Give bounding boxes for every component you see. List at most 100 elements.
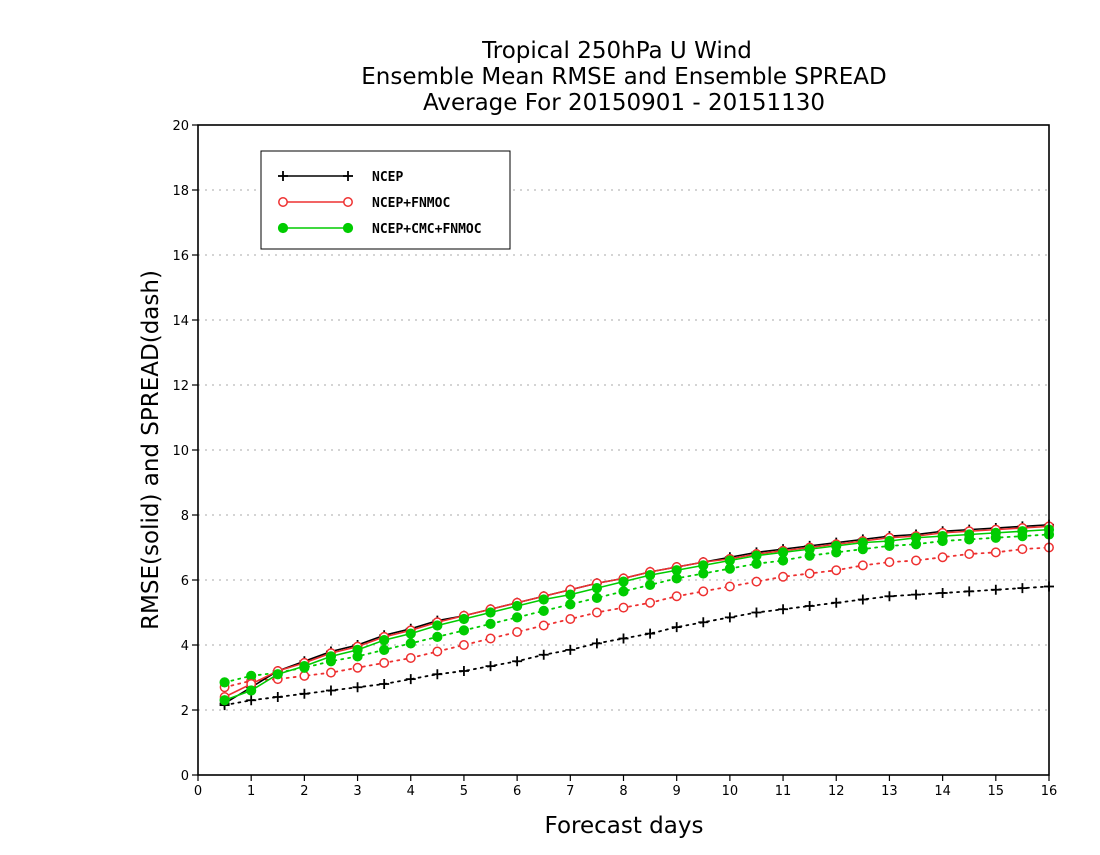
- x-tick-label-0: 0: [194, 784, 202, 799]
- spread-point-ncep-12: [538, 649, 549, 660]
- spread-point-ncep-fnmoc-3: [299, 670, 310, 681]
- spread-point-ncep-29: [990, 584, 1001, 595]
- y-tick-label-10: 10: [172, 444, 189, 459]
- spread-point-ncep-fnmoc-8: [432, 646, 443, 657]
- spread-point-ncep-fnmoc-26: [911, 555, 921, 566]
- y-tick-label-4: 4: [181, 639, 189, 654]
- spread-point-ncep-fnmoc-7: [405, 653, 416, 663]
- x-tick-label-14: 14: [934, 784, 951, 799]
- rmse-point-ncep-cmc-fnmoc-29: [990, 527, 1001, 538]
- rmse-point-ncep-cmc-fnmoc-3: [299, 661, 310, 672]
- rmse-point-ncep-cmc-fnmoc-21: [777, 547, 789, 558]
- x-tick-label-1: 1: [247, 784, 255, 799]
- series-ncep-spread: [219, 581, 1054, 711]
- x-tick-label-15: 15: [988, 784, 1005, 799]
- spread-point-ncep-cmc-fnmoc-6: [379, 644, 390, 655]
- chart-title-line-1: Tropical 250hPa U Wind: [481, 38, 752, 64]
- rmse-point-ncep-cmc-fnmoc-10: [485, 607, 496, 618]
- x-tick-label-6: 6: [513, 784, 521, 799]
- y-tick-label-2: 2: [181, 704, 189, 719]
- legend-marker-right-ncep: [343, 171, 353, 181]
- y-tick-label-12: 12: [172, 379, 189, 394]
- y-tick-label-0: 0: [181, 769, 189, 784]
- spread-point-ncep-cmc-fnmoc-13: [565, 599, 576, 610]
- spread-point-ncep-fnmoc-14: [591, 607, 602, 618]
- spread-point-ncep-fnmoc-12: [538, 620, 549, 631]
- spread-point-ncep-7: [405, 674, 416, 685]
- spread-point-ncep-fnmoc-21: [778, 571, 789, 582]
- spread-point-ncep-fnmoc-23: [831, 565, 842, 576]
- spread-point-ncep-23: [831, 597, 842, 608]
- rmse-point-ncep-cmc-fnmoc-7: [405, 628, 416, 639]
- rmse-point-ncep-cmc-fnmoc-24: [857, 537, 868, 548]
- rmse-point-ncep-cmc-fnmoc-19: [724, 555, 735, 566]
- rmse-point-ncep-cmc-fnmoc-5: [352, 644, 363, 655]
- spread-point-ncep-9: [458, 666, 469, 676]
- spread-point-ncep-fnmoc-6: [379, 657, 390, 668]
- rmse-point-ncep-cmc-fnmoc-17: [671, 565, 682, 576]
- legend-marker-left-ncep-fnmoc: [278, 197, 288, 207]
- rmse-point-ncep-cmc-fnmoc-13: [565, 589, 576, 600]
- spread-point-ncep-cmc-fnmoc-10: [485, 618, 496, 629]
- spread-point-ncep-fnmoc-5: [352, 662, 363, 673]
- spread-point-ncep-fnmoc-25: [884, 557, 895, 568]
- rmse-point-ncep-cmc-fnmoc-8: [432, 620, 443, 631]
- spread-point-ncep-fnmoc-13: [565, 614, 576, 624]
- rmse-point-ncep-cmc-fnmoc-6: [379, 635, 390, 646]
- spread-point-ncep-fnmoc-4: [326, 667, 336, 678]
- series-ncep-fnmoc-spread: [219, 542, 1054, 693]
- y-tick-label-6: 6: [181, 574, 189, 589]
- rmse-point-ncep-cmc-fnmoc-22: [804, 544, 815, 555]
- spread-point-ncep-28: [964, 586, 975, 597]
- rmse-point-ncep-cmc-fnmoc-27: [937, 531, 948, 542]
- chart-title-line-2: Ensemble Mean RMSE and Ensemble SPREAD: [361, 64, 886, 90]
- spread-point-ncep-cmc-fnmoc-16: [644, 579, 656, 590]
- series-ncep-rmse: [219, 519, 1054, 709]
- spread-line-ncep-cmc-fnmoc: [223, 533, 1050, 684]
- x-tick-label-5: 5: [460, 784, 468, 799]
- spread-point-ncep-fnmoc-10: [485, 633, 496, 644]
- spread-point-ncep-cmc-fnmoc-15: [618, 586, 629, 597]
- series-ncep-cmc-fnmoc-rmse: [219, 524, 1055, 706]
- x-tick-label-4: 4: [407, 784, 415, 799]
- y-tick-label-8: 8: [181, 509, 189, 524]
- spread-point-ncep-fnmoc-18: [698, 586, 709, 597]
- rmse-point-ncep-cmc-fnmoc-14: [591, 583, 603, 594]
- legend-item-ncep-fnmoc: NCEP+FNMOC: [278, 196, 450, 211]
- legend-marker-right-ncep-fnmoc: [343, 197, 353, 207]
- x-tick-label-10: 10: [722, 784, 739, 799]
- rmse-point-ncep-cmc-fnmoc-1: [246, 685, 257, 696]
- spread-point-ncep-16: [645, 628, 656, 639]
- spread-point-ncep-fnmoc-27: [937, 552, 948, 563]
- x-tick-label-8: 8: [619, 784, 627, 799]
- x-tick-label-7: 7: [566, 784, 574, 799]
- spread-point-ncep-10: [485, 661, 496, 672]
- x-tick-label-12: 12: [828, 784, 845, 799]
- spread-point-ncep-cmc-fnmoc-8: [432, 631, 443, 642]
- spread-point-ncep-21: [778, 604, 789, 615]
- spread-point-ncep-22: [804, 601, 815, 611]
- spread-point-ncep-fnmoc-17: [671, 591, 682, 602]
- legend-item-ncep-cmc-fnmoc: NCEP+CMC+FNMOC: [277, 222, 482, 237]
- legend-marker-right-ncep-cmc-fnmoc: [342, 222, 354, 234]
- legend-marker-left-ncep-cmc-fnmoc: [277, 222, 289, 234]
- spread-point-ncep-11: [512, 656, 523, 667]
- spread-point-ncep-26: [911, 589, 922, 600]
- spread-point-ncep-13: [565, 644, 576, 655]
- rmse-point-ncep-cmc-fnmoc-15: [618, 576, 629, 587]
- spread-point-ncep-19: [724, 612, 735, 623]
- x-axis-label: Forecast days: [545, 813, 704, 839]
- spread-point-ncep-18: [698, 617, 709, 628]
- spread-point-ncep-fnmoc-9: [458, 640, 469, 650]
- series-layer: [219, 519, 1055, 711]
- spread-point-ncep-fnmoc-16: [645, 597, 656, 608]
- rmse-line-ncep-fnmoc: [224, 525, 1050, 698]
- y-tick-label-18: 18: [172, 184, 189, 199]
- spread-point-ncep-27: [937, 588, 948, 598]
- spread-point-ncep-14: [591, 638, 602, 649]
- spread-point-ncep-fnmoc-19: [724, 581, 735, 592]
- spread-point-ncep-cmc-fnmoc-9: [458, 625, 470, 636]
- y-tick-label-16: 16: [172, 249, 189, 264]
